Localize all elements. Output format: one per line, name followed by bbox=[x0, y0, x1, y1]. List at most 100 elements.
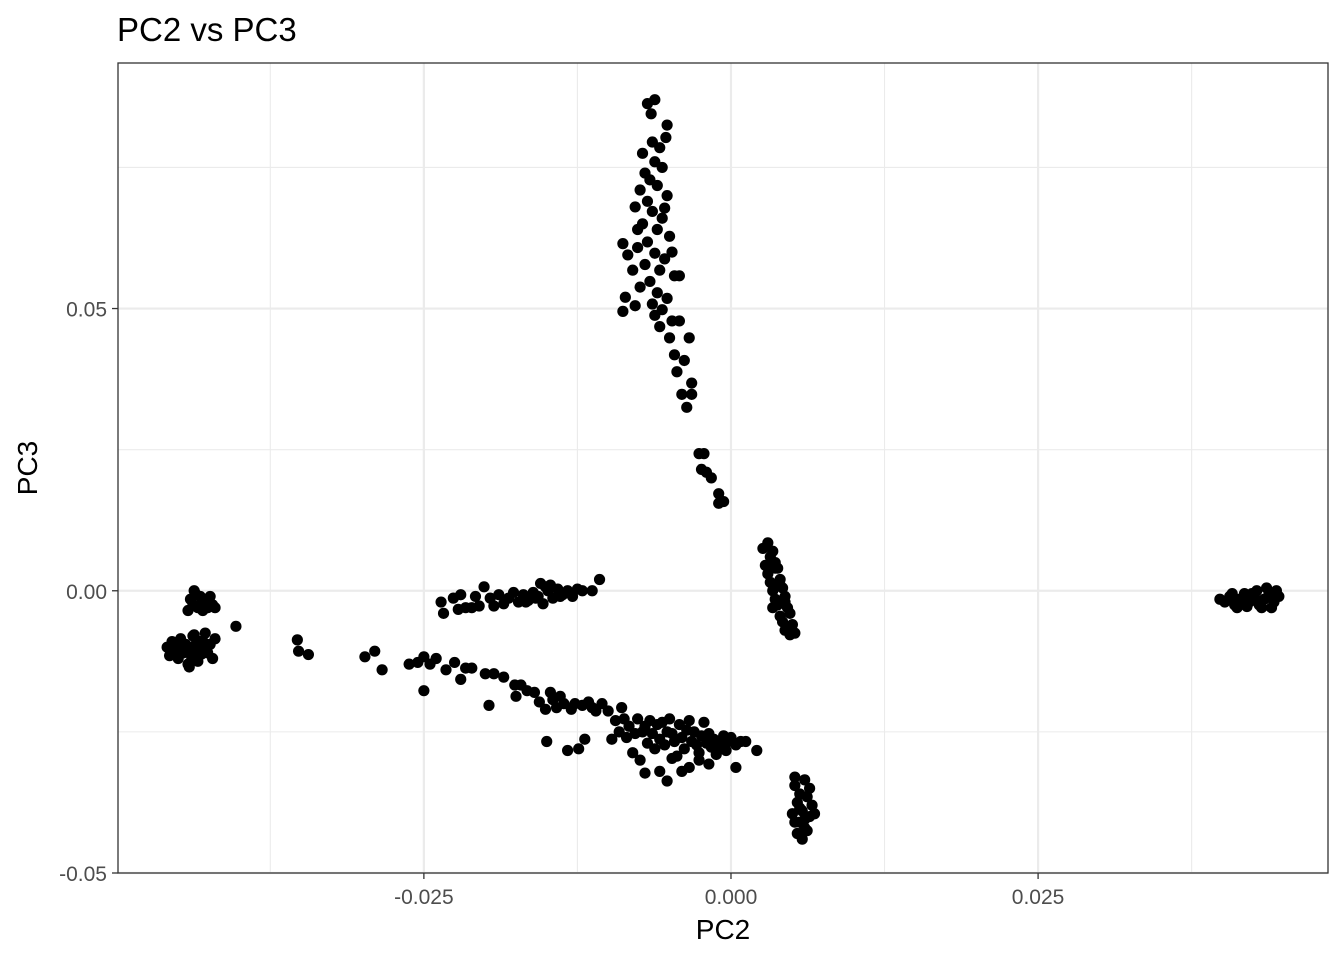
data-point bbox=[784, 607, 796, 619]
data-point bbox=[195, 596, 208, 608]
data-point bbox=[616, 702, 628, 714]
data-point bbox=[651, 223, 663, 236]
data-point bbox=[1270, 585, 1283, 597]
data-point bbox=[683, 332, 695, 344]
data-point bbox=[359, 651, 371, 663]
data-point bbox=[644, 275, 656, 288]
data-point bbox=[498, 671, 510, 683]
data-point bbox=[376, 664, 388, 676]
data-point bbox=[573, 743, 585, 755]
data-point bbox=[651, 179, 663, 192]
data-point bbox=[576, 585, 588, 597]
data-point bbox=[430, 652, 442, 665]
data-point bbox=[590, 705, 602, 717]
data-point bbox=[676, 388, 688, 400]
data-point bbox=[418, 651, 430, 663]
data-point bbox=[530, 592, 542, 604]
data-point bbox=[663, 230, 676, 242]
data-point bbox=[488, 600, 500, 612]
data-point bbox=[678, 354, 690, 367]
data-point bbox=[641, 236, 654, 248]
axis-layer: -0.025 0.000 0.025 0.05 0.00 -0.05 bbox=[59, 299, 1064, 909]
data-point bbox=[188, 629, 200, 641]
data-point bbox=[204, 590, 216, 603]
x-tick-label: -0.025 bbox=[394, 886, 454, 909]
data-point bbox=[683, 761, 695, 774]
data-point bbox=[528, 686, 541, 698]
data-point bbox=[510, 690, 522, 702]
data-point bbox=[636, 147, 649, 159]
data-point bbox=[466, 662, 478, 674]
data-point bbox=[651, 287, 663, 299]
data-point bbox=[292, 645, 305, 657]
data-point bbox=[705, 472, 717, 484]
data-point bbox=[698, 716, 710, 728]
data-point bbox=[620, 731, 633, 744]
data-point bbox=[199, 627, 211, 639]
data-point bbox=[586, 585, 598, 597]
data-point bbox=[186, 651, 198, 663]
data-point bbox=[1265, 602, 1278, 614]
data-point bbox=[806, 799, 818, 811]
data-point bbox=[435, 596, 447, 608]
data-point bbox=[796, 833, 808, 845]
data-point bbox=[649, 309, 661, 321]
data-point bbox=[673, 270, 685, 282]
data-point bbox=[209, 633, 221, 645]
data-point bbox=[579, 733, 591, 745]
data-point bbox=[769, 562, 781, 574]
data-point bbox=[507, 586, 520, 599]
data-point bbox=[789, 771, 801, 783]
data-point bbox=[645, 108, 657, 120]
data-point bbox=[661, 119, 673, 131]
data-point bbox=[1256, 602, 1268, 614]
data-point bbox=[661, 292, 673, 304]
panel-border bbox=[117, 62, 1329, 874]
data-point bbox=[437, 607, 450, 619]
data-point bbox=[634, 184, 646, 196]
data-point bbox=[403, 658, 415, 670]
data-point bbox=[720, 744, 732, 757]
data-point bbox=[649, 94, 661, 106]
y-tick-label: 0.05 bbox=[66, 299, 107, 322]
data-point bbox=[751, 744, 763, 757]
y-tick-label: -0.05 bbox=[59, 863, 107, 886]
data-point bbox=[488, 668, 500, 680]
data-point bbox=[767, 602, 779, 614]
data-point bbox=[663, 713, 676, 725]
data-point bbox=[666, 752, 678, 765]
data-point bbox=[654, 264, 666, 276]
data-point bbox=[801, 825, 813, 837]
data-point bbox=[671, 366, 683, 378]
data-point bbox=[629, 201, 641, 213]
data-point bbox=[683, 714, 695, 727]
data-point bbox=[632, 223, 644, 236]
data-point bbox=[649, 247, 661, 259]
data-point bbox=[661, 190, 673, 202]
data-point bbox=[617, 238, 629, 250]
data-point bbox=[740, 735, 752, 748]
data-point bbox=[654, 142, 666, 154]
data-point bbox=[666, 246, 678, 258]
data-point bbox=[619, 291, 631, 303]
data-point bbox=[609, 714, 622, 727]
data-point bbox=[801, 791, 813, 803]
data-point bbox=[493, 589, 505, 601]
data-point bbox=[639, 767, 651, 779]
data-point bbox=[623, 720, 635, 732]
data-point bbox=[1260, 582, 1273, 594]
data-point bbox=[606, 733, 618, 745]
data-point bbox=[302, 648, 315, 661]
data-point bbox=[448, 656, 461, 669]
data-point bbox=[660, 131, 672, 144]
data-point bbox=[369, 645, 381, 657]
data-point bbox=[730, 761, 742, 774]
data-point bbox=[654, 321, 666, 333]
data-point bbox=[455, 673, 467, 685]
data-point bbox=[627, 747, 639, 759]
data-point bbox=[617, 305, 629, 317]
x-tick-label: 0.025 bbox=[1012, 886, 1065, 909]
x-tick-label: 0.000 bbox=[705, 886, 758, 909]
